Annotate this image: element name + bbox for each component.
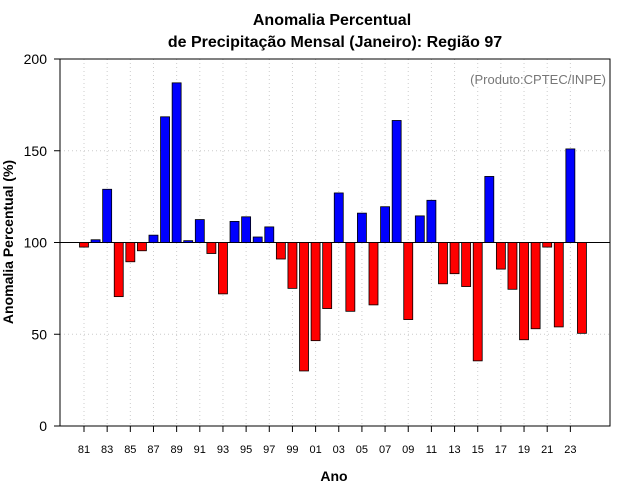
y-tick-label: 200 <box>24 51 48 67</box>
x-tick-label: 85 <box>124 444 136 456</box>
bar-2023 <box>565 148 576 243</box>
x-tick-label: 93 <box>217 444 229 456</box>
bar-1988 <box>160 116 170 243</box>
x-tick-label: 03 <box>333 444 345 456</box>
bar-1992 <box>206 242 217 254</box>
x-tick-label: 89 <box>171 444 183 456</box>
bar-2014 <box>461 242 472 287</box>
x-tick-label: 09 <box>402 444 414 456</box>
y-tick-label: 100 <box>24 235 48 251</box>
bar-1984 <box>113 242 124 298</box>
bar-1996 <box>252 236 263 243</box>
bar-1982 <box>90 239 101 243</box>
bar-2001 <box>310 242 321 342</box>
bar-2009 <box>403 242 414 320</box>
bar-1999 <box>287 242 298 289</box>
bar-1987 <box>148 234 159 243</box>
bar-2002 <box>322 242 333 309</box>
bar-1991 <box>194 219 205 243</box>
x-tick-label: 11 <box>426 444 437 456</box>
bar-2017 <box>495 242 506 270</box>
bar-2011 <box>426 199 437 243</box>
chart-title: Anomalia Percentual <box>253 12 411 29</box>
x-tick-label: 99 <box>286 444 298 456</box>
x-axis: 81 83 85 87 89 91 93 95 97 99 01 03 05 07 09 11 13 15 17 19… <box>78 426 576 456</box>
bar-2005 <box>357 212 367 243</box>
x-tick-label: 15 <box>472 444 484 456</box>
bar-1986 <box>136 242 147 252</box>
bar-1981 <box>79 242 89 248</box>
bar-2015 <box>472 242 483 362</box>
x-tick-label: 83 <box>101 444 113 456</box>
x-tick-label: 87 <box>147 444 159 456</box>
x-tick-label: 17 <box>495 444 507 456</box>
bar-2016 <box>484 176 495 243</box>
bar-1993 <box>218 242 228 295</box>
x-tick-label: 05 <box>356 444 368 456</box>
bar-2012 <box>438 242 448 285</box>
bar-2019 <box>519 242 529 341</box>
y-tick-label: 150 <box>24 143 48 159</box>
bar-1983 <box>102 188 113 243</box>
bar-1989 <box>171 82 182 243</box>
bar-2020 <box>530 242 541 330</box>
bar-1995 <box>241 216 252 243</box>
x-tick-label: 01 <box>309 444 321 456</box>
credit-label: (Produto:CPTEC/INPE) <box>470 72 606 87</box>
bar-1990 <box>183 240 194 243</box>
x-tick-label: 95 <box>240 444 252 456</box>
x-tick-label: 91 <box>194 444 206 456</box>
x-tick-label: 23 <box>564 444 576 456</box>
bar-1985 <box>125 242 136 263</box>
bar-2010 <box>414 215 425 243</box>
bar-2021 <box>542 242 553 248</box>
bar-2013 <box>449 242 460 275</box>
bar-2003 <box>333 192 344 243</box>
bar-1994 <box>229 220 240 243</box>
x-tick-label: 19 <box>518 444 530 456</box>
y-axis-label: Anomalia Percentual (%) <box>0 160 16 324</box>
bar-2018 <box>507 242 518 290</box>
x-tick-label: 13 <box>448 444 460 456</box>
bars <box>79 82 587 372</box>
bar-1998 <box>275 242 286 260</box>
x-tick-label: 21 <box>541 444 553 456</box>
bar-2000 <box>299 242 309 372</box>
bar-1997 <box>264 226 275 243</box>
bar-2022 <box>553 242 564 328</box>
y-tick-label: 50 <box>31 326 47 342</box>
x-tick-label: 07 <box>379 444 391 456</box>
x-tick-label: 81 <box>78 444 90 456</box>
x-tick-label: 97 <box>263 444 275 456</box>
bar-2024 <box>577 242 587 334</box>
bar-2004 <box>345 242 356 312</box>
y-tick-label: 0 <box>39 418 47 434</box>
y-axis: 0 50 100 150 200 <box>24 51 60 434</box>
bar-2008 <box>391 120 402 243</box>
x-axis-label: Ano <box>320 468 347 484</box>
bar-2007 <box>380 206 390 243</box>
bar-2006 <box>368 242 379 306</box>
chart-subtitle: de Precipitação Mensal (Janeiro): Região… <box>168 34 502 51</box>
